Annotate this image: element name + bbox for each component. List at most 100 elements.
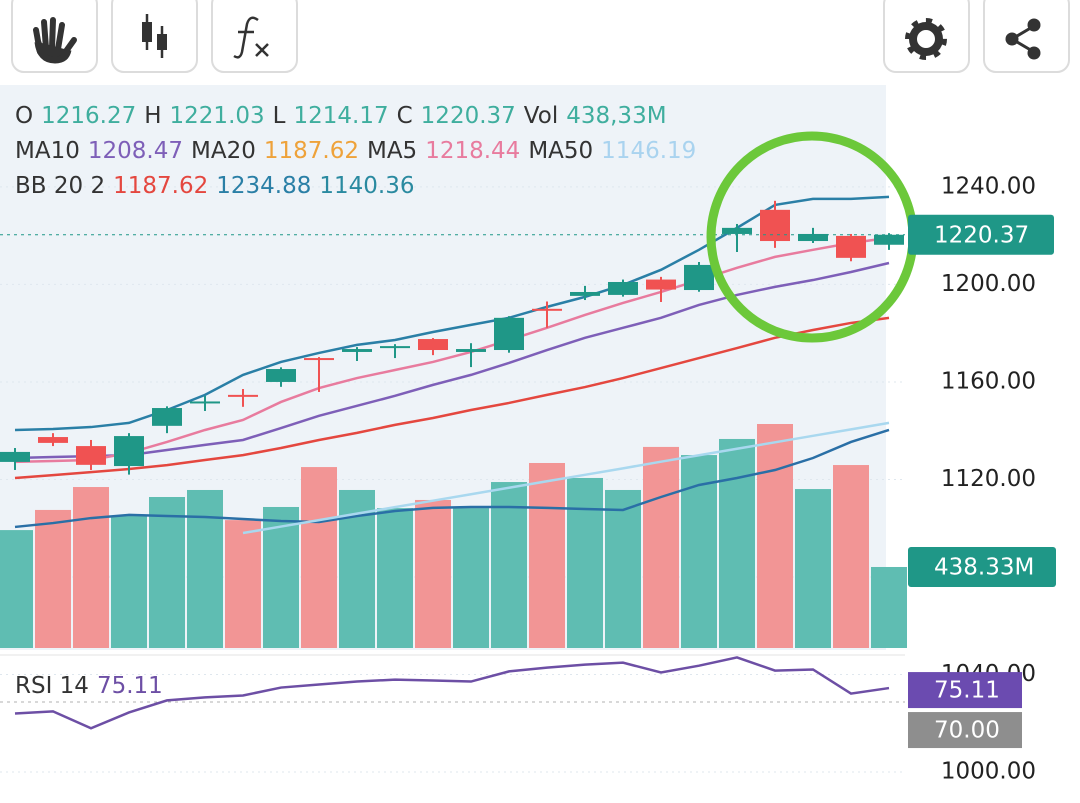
volume-bar: [263, 506, 299, 648]
volume-bar: [73, 487, 109, 648]
volume-bar: [0, 530, 33, 648]
legend-item: L: [273, 103, 286, 129]
legend-item: 1234.88: [216, 173, 311, 199]
legend-item: 1187.62: [264, 138, 359, 164]
legend-item: 1218.44: [425, 138, 520, 164]
y-tick-label: 1200.00: [941, 271, 1036, 297]
candle-body: [304, 358, 334, 361]
candle-type-button[interactable]: [111, 0, 198, 73]
candle-body: [494, 317, 524, 351]
volume-bar: [187, 489, 223, 648]
candle-body: [38, 437, 68, 443]
legend-item: BB 20 2: [15, 173, 105, 199]
legend-item: C: [397, 103, 413, 129]
candle-body: [0, 451, 30, 462]
volume-bar: [111, 516, 147, 648]
legend-line: BB 20 2 1187.62 1234.88 1140.36: [15, 173, 414, 199]
plot: RSI 14 75.11 O 1216.27 H 1221.03 L 1214.17 C 1220…: [0, 103, 907, 773]
rsi-header: RSI 14 75.11: [15, 673, 163, 699]
volume-bar: [35, 509, 71, 648]
legend-item: H: [144, 103, 161, 129]
legend-item: 1208.47: [88, 138, 183, 164]
legend-item: 1214.17: [293, 103, 388, 129]
candle-body: [190, 401, 220, 404]
volume-bar: [757, 424, 793, 648]
candle-body: [456, 349, 486, 352]
legend-item: 1216.27: [41, 103, 136, 129]
candle-body: [760, 209, 790, 242]
candle-body: [418, 339, 448, 351]
volume-bar: [871, 566, 907, 648]
rsi-tag: [908, 712, 1022, 749]
legend-item: 438,33M: [566, 103, 666, 129]
volume-bar: [795, 489, 831, 648]
candle-body: [836, 235, 866, 258]
settings-button[interactable]: [883, 0, 970, 73]
volume-bar: [529, 462, 565, 648]
legend-item: MA5: [367, 138, 417, 164]
price-tag-label: 438.33M: [934, 554, 1034, 580]
volume-bar: [225, 520, 261, 648]
legend-item: O: [15, 103, 33, 129]
legend-item: 1140.36: [319, 173, 414, 199]
volume-bar: [605, 489, 641, 648]
volume-bar: [149, 497, 185, 648]
candle-body: [722, 227, 752, 234]
candle-body: [152, 408, 182, 426]
indicator-button[interactable]: [211, 0, 298, 73]
candle-body: [798, 233, 828, 242]
candle-body: [532, 308, 562, 311]
price-tag: [908, 214, 1054, 255]
volume-bar: [453, 508, 489, 648]
legend-item: 1187.62: [113, 173, 208, 199]
y-tick-label: 1000.00: [941, 759, 1036, 785]
legend-line: O 1216.27 H 1221.03 L 1214.17 C 1220.37 Vol 438,3…: [15, 103, 667, 129]
y-tick-label: 1120.00: [941, 466, 1036, 492]
volume-line: [14, 428, 890, 529]
rsi-tag: [908, 672, 1022, 709]
candle-body: [114, 436, 144, 467]
legend-item: 1221.03: [170, 103, 265, 129]
rsi-line: [14, 656, 890, 730]
legend-item: Vol: [524, 103, 558, 129]
legend-item: MA50: [528, 138, 593, 164]
toolbar: [11, 0, 1070, 73]
rsi-value: 75.11: [97, 673, 163, 699]
legend-item: MA10: [15, 138, 80, 164]
rsi-tag-label: 70.00: [934, 718, 1000, 744]
indicator-line: [14, 236, 890, 464]
volume-bar: [567, 477, 603, 648]
candle-body: [380, 346, 410, 349]
y-tick-label: 1160.00: [941, 368, 1036, 394]
volume-bar: [415, 499, 451, 648]
volume-bar: [377, 508, 413, 648]
price-tag-label: 1220.37: [934, 222, 1029, 248]
volume-line: [242, 421, 890, 535]
rsi-background: [0, 650, 905, 803]
candle-body: [874, 234, 904, 245]
volume-bar: [643, 446, 679, 648]
legend-item: 1220.37: [421, 103, 516, 129]
volume-bar: [719, 438, 755, 648]
indicator-line: [14, 316, 890, 480]
volume-bar: [681, 455, 717, 648]
volume-bar: [833, 465, 869, 648]
candle-body: [342, 349, 372, 352]
share-button[interactable]: [983, 0, 1070, 73]
price-tag: [908, 546, 1056, 587]
candle-body: [266, 369, 296, 382]
rsi-title: RSI 14: [15, 673, 89, 699]
hand-tool-button[interactable]: [11, 0, 98, 73]
rsi-tag-label: 75.11: [934, 678, 1000, 704]
candle-body: [76, 446, 106, 465]
legend-item: MA20: [191, 138, 256, 164]
candle-body: [646, 279, 676, 290]
candle-body: [228, 394, 258, 397]
candle-body: [684, 264, 714, 291]
legend-line: MA10 1208.47 MA20 1187.62 MA5 1218.44 MA50 1146…: [15, 138, 696, 164]
volume-bar: [301, 467, 337, 648]
volume-bar: [491, 482, 527, 648]
candle-body: [608, 281, 638, 295]
legend-item: 1146.19: [601, 138, 696, 164]
